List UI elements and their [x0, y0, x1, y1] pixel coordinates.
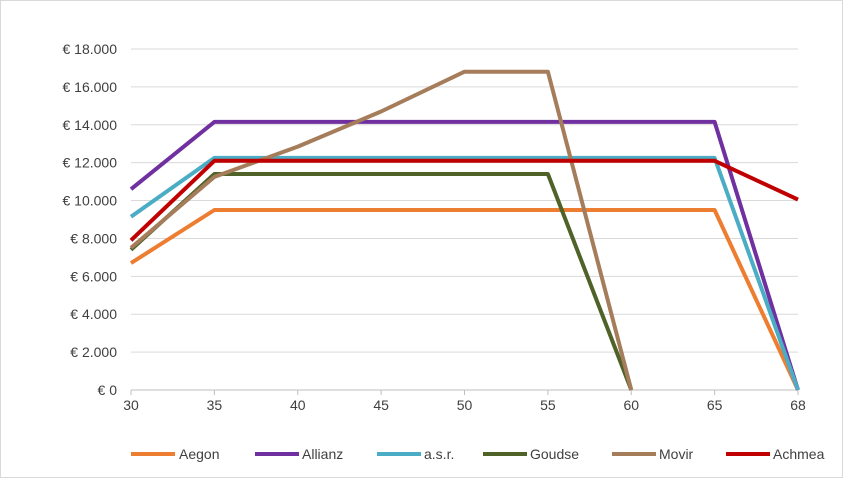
x-tick-label: 68 — [790, 397, 806, 413]
x-tick-label: 30 — [123, 397, 139, 413]
y-tick-label: € 4.000 — [70, 306, 117, 322]
series-line-achmea — [129, 158, 799, 242]
x-tick-label: 55 — [540, 397, 556, 413]
legend-item-movir: Movir — [612, 446, 694, 462]
axes: € 0 € 2.000 € 4.000 € 6.000 € 8.000 € 10.000 €… — [63, 41, 806, 413]
y-tick-label: € 12.000 — [63, 155, 118, 171]
series-line-asr — [129, 155, 800, 391]
y-tick-label: € 16.000 — [63, 79, 118, 95]
legend-label: a.s.r. — [424, 446, 454, 462]
legend: Aegon Allianz a.s.r. Goudse Movir Achmea — [131, 446, 825, 462]
legend-label: Aegon — [179, 446, 219, 462]
series-line-allianz — [129, 119, 800, 391]
legend-item-allianz: Allianz — [255, 446, 343, 462]
series-line-movir — [129, 69, 634, 391]
x-tick-label: 45 — [373, 397, 389, 413]
y-tick-label: € 18.000 — [63, 41, 118, 57]
y-tick-label: € 10.000 — [63, 193, 118, 209]
legend-item-goudse: Goudse — [483, 446, 579, 462]
legend-item-aegon: Aegon — [131, 446, 219, 462]
y-tick-label: € 14.000 — [63, 117, 118, 133]
legend-item-achmea: Achmea — [726, 446, 825, 462]
y-tick-label: € 6.000 — [70, 268, 117, 284]
y-tick-label: € 8.000 — [70, 230, 117, 246]
series-lines — [129, 69, 800, 391]
gridlines — [131, 48, 798, 353]
x-tick-label: 50 — [457, 397, 473, 413]
legend-label: Allianz — [302, 446, 343, 462]
y-tick-label: € 0 — [98, 382, 118, 398]
x-tick-label: 35 — [207, 397, 223, 413]
y-tick-label: € 2.000 — [70, 344, 117, 360]
series-line-aegon — [129, 208, 800, 391]
series-line-goudse — [129, 172, 634, 391]
x-tick-label: 60 — [623, 397, 639, 413]
x-tick-label: 40 — [290, 397, 306, 413]
x-tick-label: 65 — [707, 397, 723, 413]
legend-label: Goudse — [530, 446, 579, 462]
legend-label: Movir — [659, 446, 694, 462]
legend-label: Achmea — [773, 446, 825, 462]
legend-item-asr: a.s.r. — [377, 446, 454, 462]
